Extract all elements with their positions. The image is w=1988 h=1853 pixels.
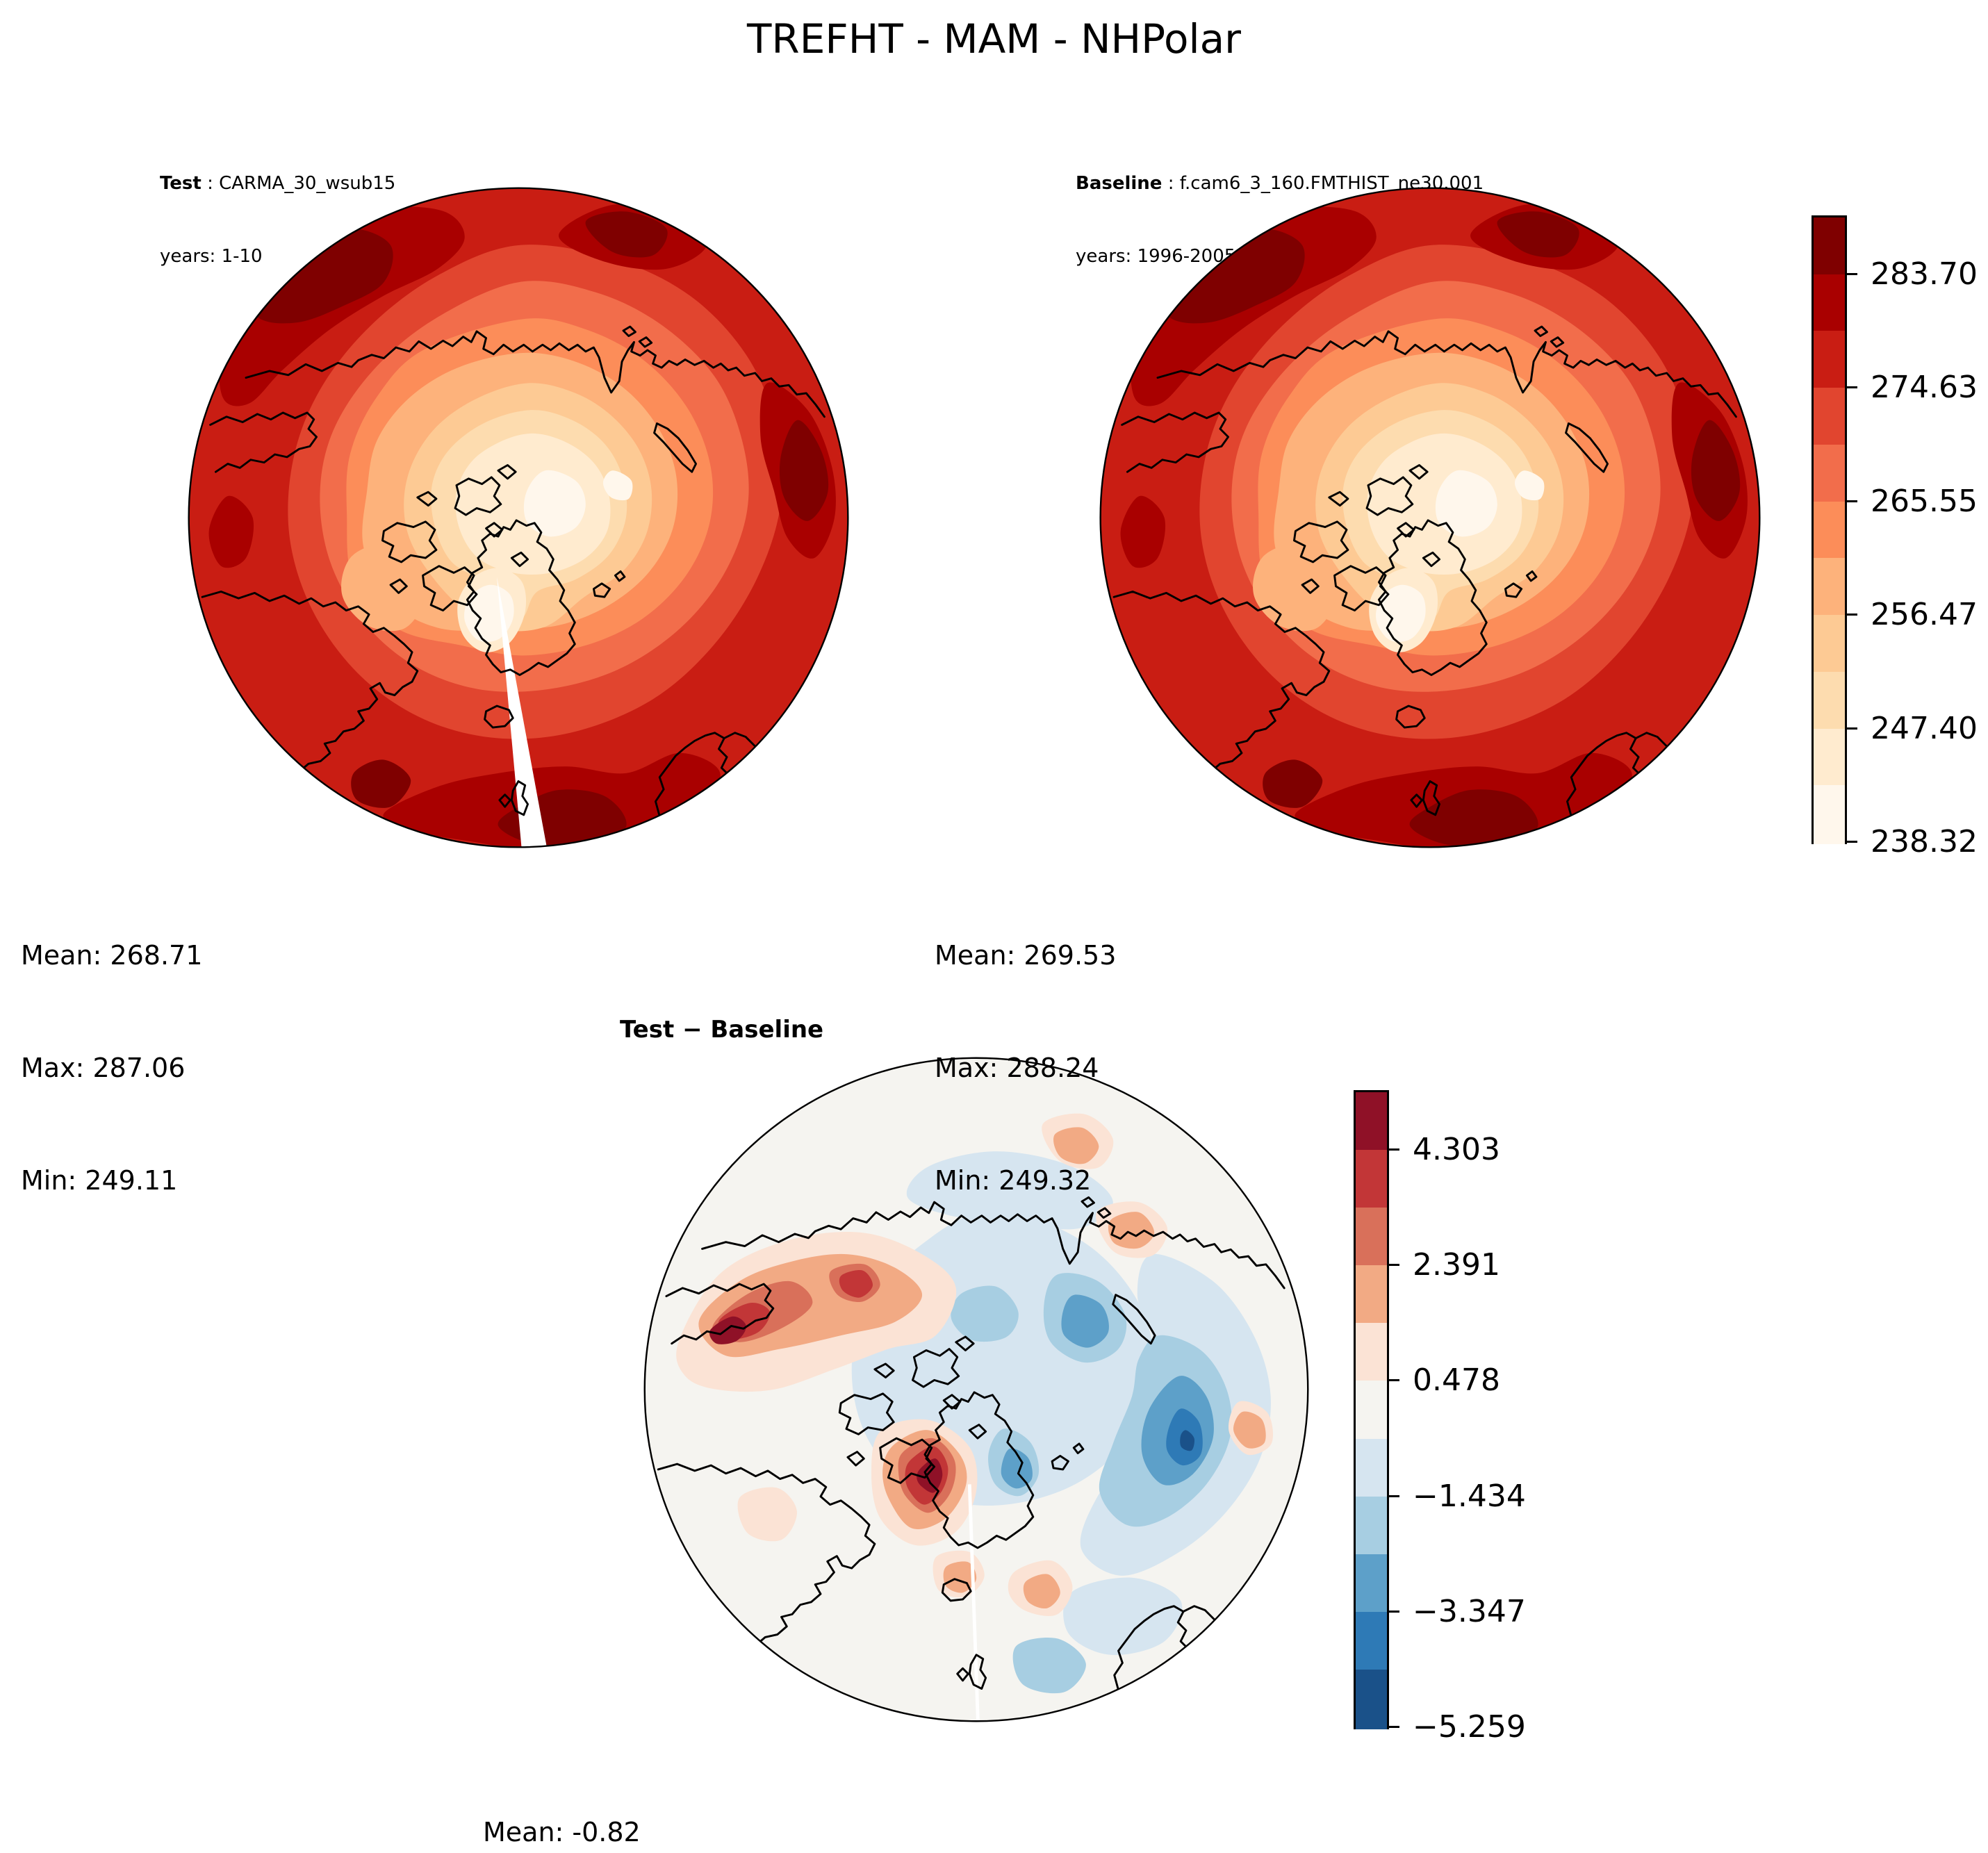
baseline-mean: Mean: 269.53 xyxy=(935,940,1117,971)
coastlines xyxy=(657,1196,1285,1708)
colorbar-segment xyxy=(1356,1438,1387,1499)
difference-colorbar: 4.303 2.391 0.478 −1.434 −3.347 −5.259 xyxy=(1354,1090,1526,1744)
colorbar-tick-label: 256.47 xyxy=(1871,597,1978,633)
colorbar-tick xyxy=(1846,613,1857,616)
colorbar-segment xyxy=(1814,388,1845,447)
colorbar-tick-label: 283.70 xyxy=(1871,256,1978,292)
colorbar-segment xyxy=(1814,274,1845,333)
colorbar-segment xyxy=(1356,1554,1387,1614)
colorbar-tick-label: 0.478 xyxy=(1413,1362,1500,1399)
colorbar-tick xyxy=(1388,1726,1399,1728)
colorbar-tick xyxy=(1388,1148,1399,1151)
colorbar-tick-label: 247.40 xyxy=(1871,710,1978,746)
difference-map xyxy=(638,1051,1315,1728)
colorbar-tick xyxy=(1846,386,1857,389)
figure-title: TREFHT - MAM - NHPolar xyxy=(746,15,1242,63)
colorbar-tick xyxy=(1846,727,1857,730)
test-map xyxy=(182,181,855,854)
colorbar-segment xyxy=(1814,331,1845,390)
colorbar-segment xyxy=(1814,558,1845,617)
test-label: Test xyxy=(160,173,202,194)
test-stats: Mean: 268.71 Max: 287.06 Min: 249.11 xyxy=(21,862,202,1274)
baseline-max: Max: 288.24 xyxy=(935,1053,1099,1083)
colorbar-tick-label: −1.434 xyxy=(1413,1478,1526,1514)
difference-mean: Mean: -0.82 xyxy=(483,1817,641,1847)
baseline-map xyxy=(1094,181,1766,854)
contour-field xyxy=(1100,188,1760,848)
colorbar-segment xyxy=(1356,1265,1387,1326)
colorbar-segment xyxy=(1356,1208,1387,1267)
colorbar-segment xyxy=(1356,1323,1387,1383)
colorbar-tick xyxy=(1846,272,1857,275)
difference-panel-title: Test − Baseline xyxy=(620,1016,824,1044)
test-run-name: : CARMA_30_wsub15 xyxy=(201,173,396,194)
absolute-colorbar: 283.70 274.63 265.55 256.47 247.40 238.32 xyxy=(1812,215,1978,859)
baseline-label: Baseline xyxy=(1076,173,1163,194)
colorbar-tick-label: 4.303 xyxy=(1413,1132,1500,1168)
colorbar-segment xyxy=(1814,728,1845,787)
colorbar-segment xyxy=(1814,671,1845,731)
test-panel-header: Test : CARMA_30_wsub15 years: 1-10 xyxy=(160,123,395,318)
colorbar-segment xyxy=(1356,1150,1387,1210)
colorbar-segment xyxy=(1814,444,1845,504)
difference-stats: Mean: -0.82 Max: 3.49 Min: -3.53 xyxy=(483,1738,641,1853)
colorbar-segment xyxy=(1356,1669,1387,1729)
map-boundary xyxy=(1099,187,1761,848)
colorbar-segment xyxy=(1356,1381,1387,1441)
colorbar-segment xyxy=(1814,217,1845,277)
baseline-run-line: Baseline : f.cam6_3_160.FMTHIST_ne30.001 xyxy=(1076,172,1484,196)
colorbar-tick-label: −5.259 xyxy=(1413,1709,1526,1745)
projection-seam xyxy=(967,1484,980,1722)
contour-field xyxy=(188,188,848,848)
colorbar-tick xyxy=(1388,1379,1399,1382)
test-years: years: 1-10 xyxy=(160,246,263,267)
test-mean: Mean: 268.71 xyxy=(21,940,203,971)
colorbar-tick xyxy=(1388,1264,1399,1267)
colorbar-tick xyxy=(1388,1610,1399,1613)
test-max: Max: 287.06 xyxy=(21,1053,186,1083)
colorbar-tick xyxy=(1846,500,1857,502)
colorbar-segment xyxy=(1356,1496,1387,1556)
colorbar-tick xyxy=(1846,841,1857,843)
colorbar-tick xyxy=(1388,1494,1399,1497)
baseline-stats: Mean: 269.53 Max: 288.24 Min: 249.32 xyxy=(935,862,1116,1274)
contour-field xyxy=(644,1057,1308,1722)
colorbar-tick-label: 265.55 xyxy=(1871,483,1978,519)
coastlines xyxy=(1112,325,1737,834)
colorbar-tick-label: −3.347 xyxy=(1413,1593,1526,1629)
colorbar-segment xyxy=(1356,1092,1387,1152)
baseline-min: Min: 249.32 xyxy=(935,1165,1092,1196)
colorbar-tick-label: 238.32 xyxy=(1871,824,1978,859)
colorbar-tick-label: 274.63 xyxy=(1871,370,1978,406)
colorbar-tick-label: 2.391 xyxy=(1413,1247,1500,1283)
map-boundary xyxy=(643,1057,1309,1722)
test-min: Min: 249.11 xyxy=(21,1165,178,1196)
colorbar-segment xyxy=(1814,501,1845,561)
colorbar-segment xyxy=(1356,1611,1387,1672)
test-run-line: Test : CARMA_30_wsub15 xyxy=(160,172,395,196)
map-boundary xyxy=(188,187,849,848)
colorbar-segment xyxy=(1814,785,1845,844)
colorbar-segment xyxy=(1814,615,1845,674)
